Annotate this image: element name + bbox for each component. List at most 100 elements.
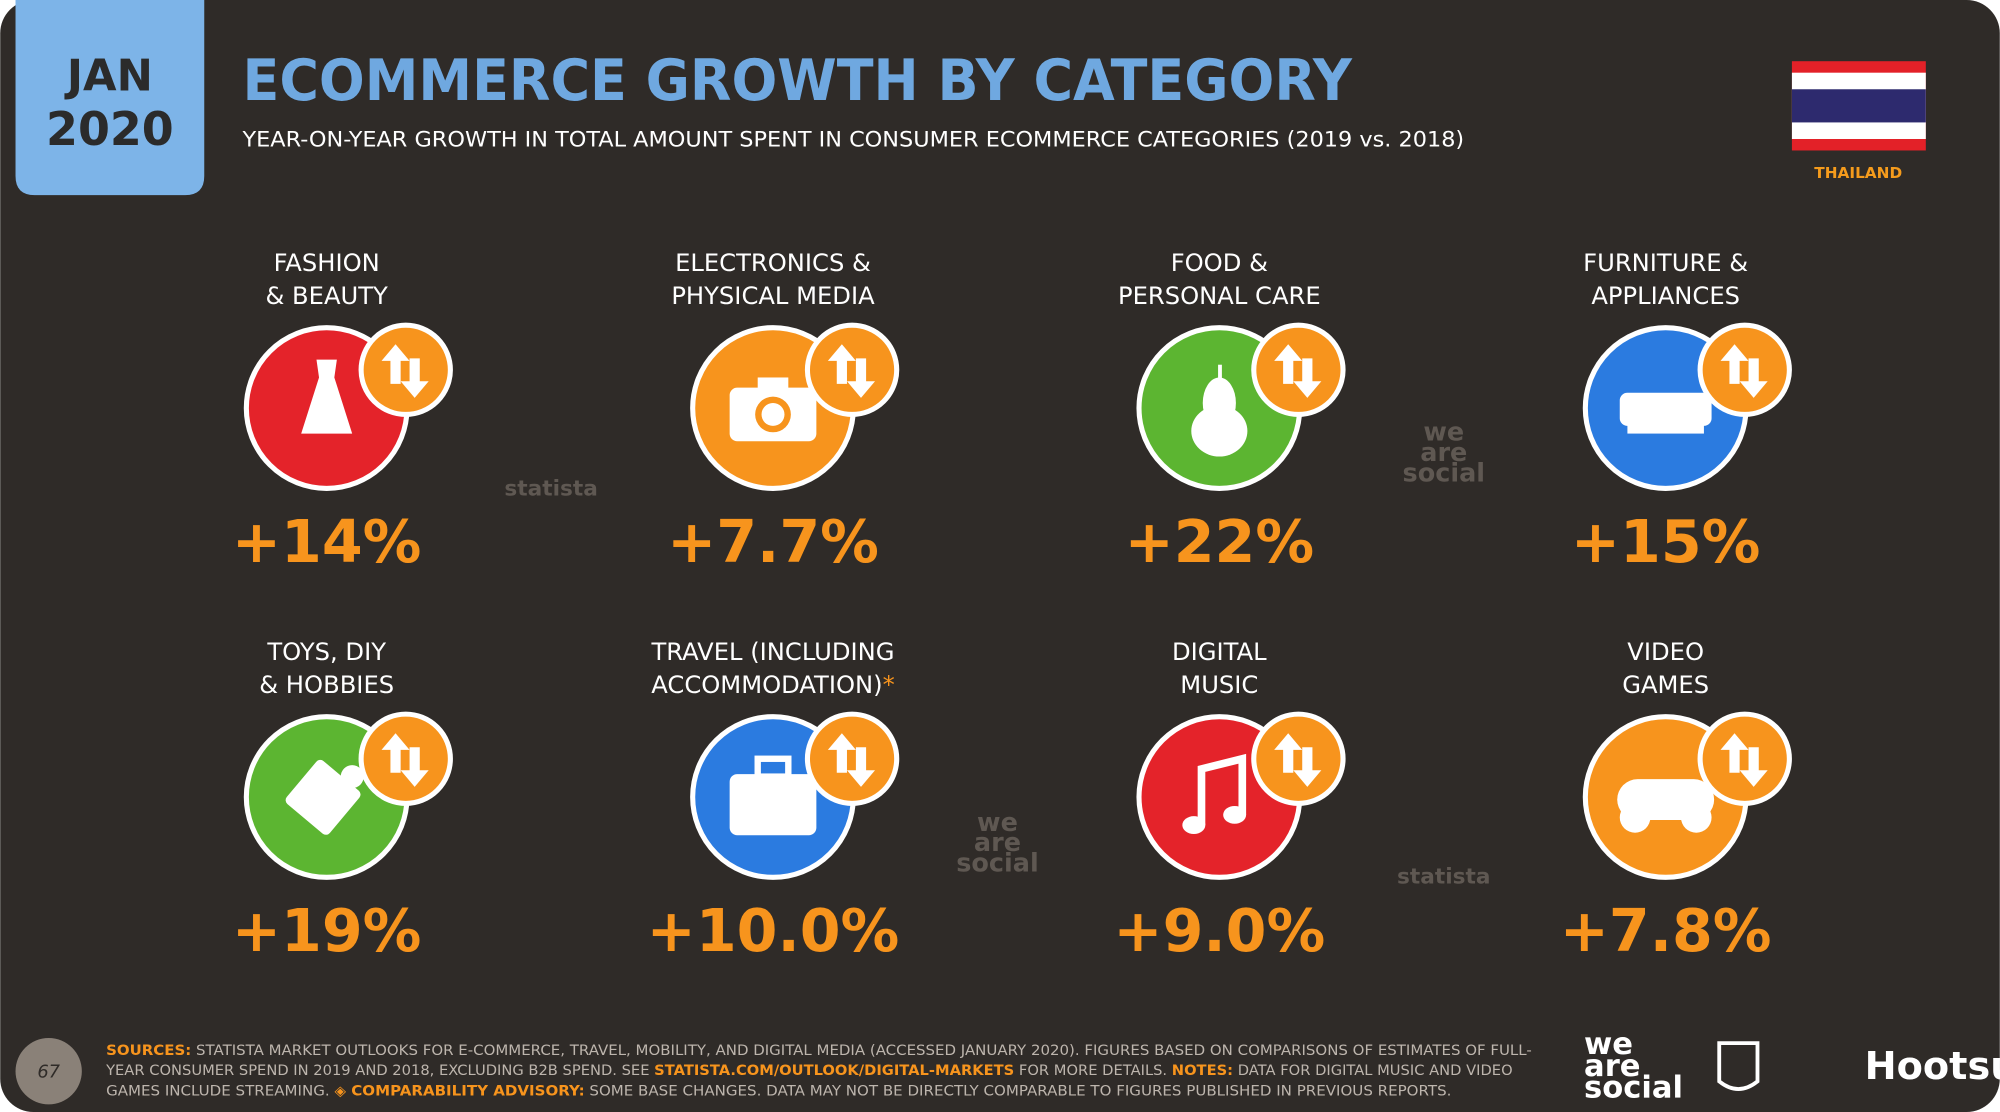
sources-segment: ◈ COMPARABILITY ADVISORY: xyxy=(334,1084,584,1100)
category-label: FURNITURE & xyxy=(1583,249,1748,277)
category-label-line: VIDEO xyxy=(1627,638,1704,666)
category-tile: DIGITAL MUSIC +9.0% xyxy=(1113,638,1346,965)
we-are-social-logo: we xyxy=(1584,1027,1633,1062)
category-label-line: FOOD & xyxy=(1171,249,1268,277)
category-label: & HOBBIES xyxy=(259,671,394,699)
up-arrow xyxy=(1720,344,1749,384)
growth-value: +7.8% xyxy=(1560,897,1772,965)
category-label: TOYS, DIY xyxy=(266,638,386,666)
icon-part xyxy=(761,402,785,426)
growth-value: +10.0% xyxy=(647,897,900,965)
category-label: MUSIC xyxy=(1180,671,1258,699)
category-tile: VIDEO GAMES +7.8% xyxy=(1560,638,1792,965)
icon-part xyxy=(1680,802,1712,833)
category-label: ACCOMMODATION)* xyxy=(651,671,894,699)
down-arrow xyxy=(846,358,876,398)
down-arrow xyxy=(1739,747,1768,787)
sources-line: GAMES INCLUDE STREAMING. ◈ COMPARABILITY… xyxy=(106,1084,1451,1100)
growth-value: +7.7% xyxy=(667,508,879,576)
down-arrow xyxy=(1293,747,1322,787)
title: ECOMMERCE GROWTH BY CATEGORY xyxy=(243,47,1354,114)
icon-part xyxy=(757,377,789,391)
down-arrow xyxy=(400,747,429,787)
growth-badge xyxy=(804,711,900,806)
icon-part xyxy=(1627,423,1704,434)
sources-segment: NOTES: xyxy=(1172,1063,1233,1079)
up-arrow xyxy=(1274,733,1303,773)
icon-part xyxy=(301,359,353,434)
label-mark: * xyxy=(883,671,895,699)
sources-line: YEAR CONSUMER SPEND IN 2019 AND 2018, EX… xyxy=(105,1063,1513,1079)
growth-value: +19% xyxy=(232,897,422,965)
icon-part xyxy=(1202,377,1236,429)
growth-value: +14% xyxy=(232,508,422,576)
page-badge xyxy=(15,1038,82,1105)
up-arrow xyxy=(381,344,410,384)
category-tile: ELECTRONICS & PHYSICAL MEDIA +7.7% xyxy=(667,249,900,576)
icon-part xyxy=(729,774,817,836)
flag xyxy=(1791,61,1926,151)
category-label: GAMES xyxy=(1622,671,1709,699)
down-arrow xyxy=(400,358,429,398)
category-label-line: & BEAUTY xyxy=(265,282,388,310)
page-number: 67 xyxy=(37,1061,60,1082)
sources-segment: GAMES INCLUDE STREAMING. xyxy=(106,1084,334,1100)
category-label: ELECTRONICS & xyxy=(675,249,871,277)
growth-badge xyxy=(358,322,453,417)
growth-badge xyxy=(1697,322,1792,417)
up-arrow xyxy=(381,733,410,773)
growth-badge xyxy=(1251,322,1346,417)
down-arrow xyxy=(1293,358,1322,398)
watermark: are xyxy=(974,828,1021,858)
country: THAILAND xyxy=(1814,164,1902,182)
category-tile: FOOD & PERSONAL CARE +22% xyxy=(1118,249,1346,576)
down-arrow xyxy=(846,747,876,787)
watermark: we xyxy=(977,808,1018,838)
growth-value: +22% xyxy=(1125,508,1315,576)
icon-part xyxy=(1223,805,1247,824)
year: 2020 xyxy=(46,102,174,156)
icon-part xyxy=(1191,405,1248,457)
sources-segment: YEAR CONSUMER SPEND IN 2019 AND 2018, EX… xyxy=(105,1063,654,1079)
up-arrow xyxy=(1720,733,1749,773)
icon-part xyxy=(340,765,364,789)
watermark: we xyxy=(1423,418,1464,448)
watermark: social xyxy=(956,849,1039,879)
icon-part xyxy=(1619,802,1651,833)
owl-icon xyxy=(1717,1041,1760,1091)
icon-part xyxy=(1197,753,1247,826)
category-tile: FURNITURE & APPLIANCES +15% xyxy=(1571,249,1792,576)
category-label-line: FASHION xyxy=(274,249,380,277)
category-tile: FASHION & BEAUTY +14% xyxy=(232,249,453,576)
up-arrow xyxy=(827,733,856,773)
growth-badge xyxy=(1697,711,1792,806)
category-label: FOOD & xyxy=(1171,249,1268,277)
watermark: social xyxy=(1403,458,1486,488)
sources-segment: STATISTA MARKET OUTLOOKS FOR E-COMMERCE,… xyxy=(191,1043,1532,1059)
category-label: APPLIANCES xyxy=(1591,282,1740,310)
icon-part xyxy=(754,755,792,780)
date-badge xyxy=(15,0,205,196)
category-label: & BEAUTY xyxy=(265,282,388,310)
down-arrow xyxy=(1739,358,1768,398)
icon-part xyxy=(1182,816,1206,834)
sources-segment: SOURCES: xyxy=(106,1043,191,1059)
growth-badge xyxy=(1251,711,1346,806)
category-label: VIDEO xyxy=(1627,638,1704,666)
sources-segment: STATISTA.COM/OUTLOOK/DIGITAL-MARKETS xyxy=(654,1063,1014,1079)
category-label-line: ACCOMMODATION) xyxy=(651,671,882,699)
category-label-line: PERSONAL CARE xyxy=(1118,282,1321,310)
category-label: PHYSICAL MEDIA xyxy=(671,282,875,310)
category-label-line: TOYS, DIY xyxy=(266,638,386,666)
category-tile: TRAVEL (INCLUDING ACCOMMODATION)* +10.0% xyxy=(647,638,900,965)
category-label: DIGITAL xyxy=(1172,638,1267,666)
category-label: FASHION xyxy=(274,249,380,277)
up-arrow xyxy=(1274,344,1303,384)
sources-segment: DATA FOR DIGITAL MUSIC AND VIDEO xyxy=(1233,1063,1513,1079)
icon-part xyxy=(1218,364,1222,381)
category-tile: TOYS, DIY & HOBBIES +19% xyxy=(232,638,453,965)
flag-stripe xyxy=(1791,89,1926,123)
category-label-line: MUSIC xyxy=(1180,671,1258,699)
